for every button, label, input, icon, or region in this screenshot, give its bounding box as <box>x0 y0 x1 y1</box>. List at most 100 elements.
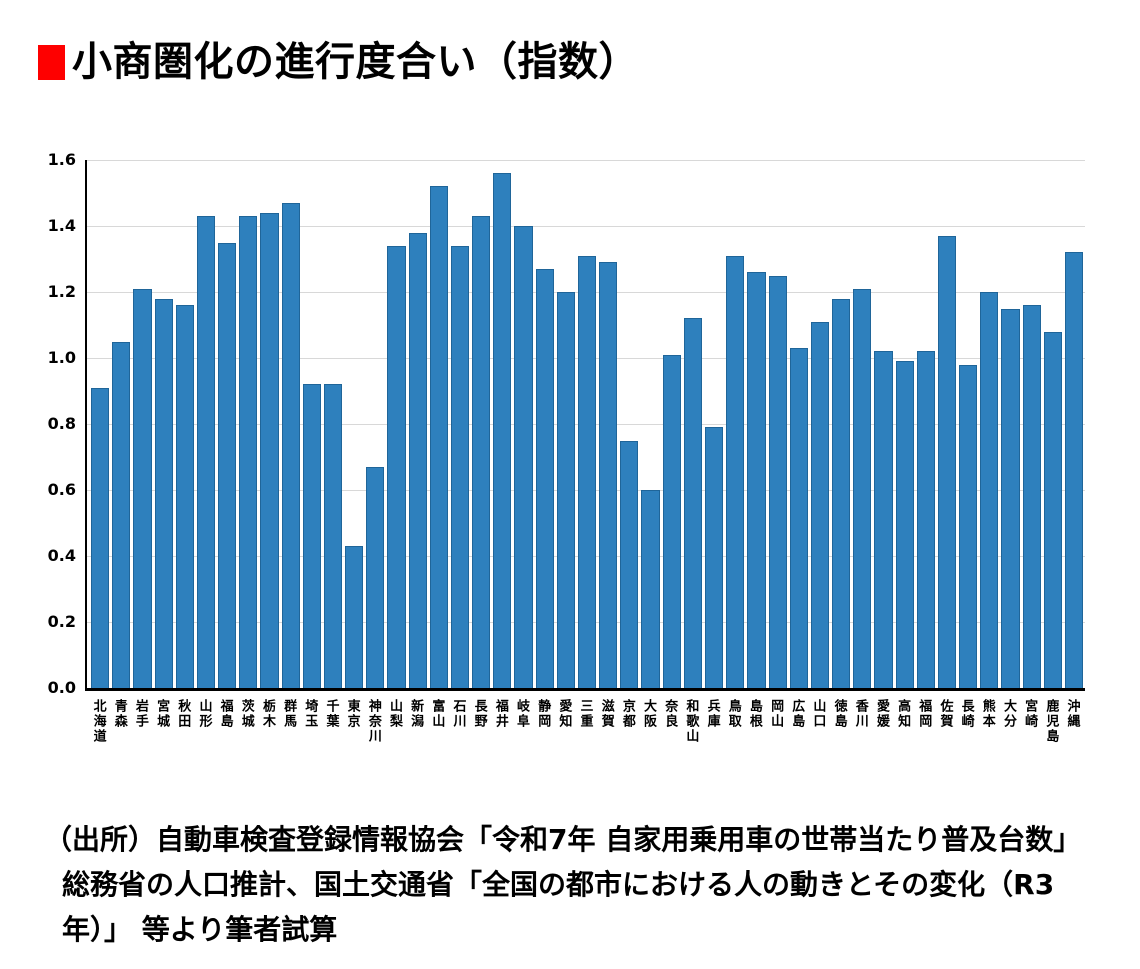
bar-愛知 <box>556 292 575 688</box>
bar-兵庫 <box>704 427 724 688</box>
bar-茨城 <box>239 216 258 688</box>
x-tick-slot: 福島 <box>216 699 234 744</box>
bar-奈良 <box>662 354 681 688</box>
x-tick-label: 千葉 <box>323 699 339 729</box>
bar-愛媛 <box>874 351 893 688</box>
x-tick-slot: 栃木 <box>258 699 276 744</box>
x-tick-label: 福岡 <box>916 699 932 729</box>
x-tick-label: 兵庫 <box>704 699 720 729</box>
bar-東京 <box>345 546 364 688</box>
x-tick-label: 新潟 <box>408 699 424 729</box>
bar-山口 <box>810 321 830 688</box>
x-tick-label: 宮城 <box>154 699 170 729</box>
bar-富山 <box>429 186 448 688</box>
y-tick-label: 0.6 <box>47 480 76 499</box>
x-tick-slot: 熊本 <box>978 699 996 744</box>
x-tick-label: 福井 <box>492 699 508 729</box>
bar-佐賀 <box>937 235 957 688</box>
x-tick-slot: 鳥取 <box>724 699 742 744</box>
x-tick-slot: 岩手 <box>131 699 149 744</box>
gridline <box>87 226 1085 227</box>
y-tick-label: 0.8 <box>47 414 76 433</box>
bar-長野 <box>472 216 491 688</box>
x-tick-slot: 高知 <box>894 699 912 744</box>
bar-神奈川 <box>366 466 385 688</box>
x-tick-label: 鹿児島 <box>1043 699 1059 744</box>
x-tick-slot: 奈良 <box>661 699 679 744</box>
x-tick-label: 愛媛 <box>873 699 889 729</box>
bar-鳥取 <box>726 255 745 688</box>
x-tick-slot: 兵庫 <box>703 699 721 744</box>
x-tick-slot: 三重 <box>576 699 594 744</box>
y-tick-label: 0.0 <box>47 678 76 697</box>
x-tick-slot: 茨城 <box>237 699 255 744</box>
bar-福井 <box>493 173 512 688</box>
x-tick-label: 岩手 <box>132 699 148 729</box>
y-tick-label: 0.4 <box>47 546 76 565</box>
x-tick-label: 長野 <box>471 699 487 729</box>
x-tick-slot: 埼玉 <box>301 699 319 744</box>
x-tick-slot: 石川 <box>449 699 467 744</box>
x-tick-label: 静岡 <box>535 699 551 729</box>
source-line: 年）」 等より筆者試算 <box>62 913 338 946</box>
x-tick-label: 高知 <box>895 699 911 729</box>
bar-栃木 <box>260 212 279 688</box>
x-tick-label: 福島 <box>217 699 233 729</box>
x-tick-slot: 滋賀 <box>597 699 615 744</box>
x-tick-slot: 山形 <box>195 699 213 744</box>
x-tick-slot: 和歌山 <box>682 699 700 744</box>
x-tick-label: 神奈川 <box>365 699 381 744</box>
x-tick-label: 大阪 <box>641 699 657 729</box>
y-tick-label: 1.4 <box>47 216 76 235</box>
x-tick-slot: 京都 <box>618 699 636 744</box>
x-tick-label: 熊本 <box>979 699 995 729</box>
x-tick-label: 岡山 <box>768 699 784 729</box>
x-tick-slot: 福岡 <box>915 699 933 744</box>
x-tick-label: 鳥取 <box>725 699 741 729</box>
bar-滋賀 <box>599 262 618 688</box>
x-tick-label: 宮崎 <box>1022 699 1038 729</box>
y-tick-label: 1.0 <box>47 348 76 367</box>
bar-石川 <box>450 245 470 688</box>
source-line: （出所）自動車検査登録情報協会「令和7年 自家用乗用車の世帯当たり普及台数」 <box>44 823 1082 856</box>
x-tick-label: 香川 <box>852 699 868 729</box>
y-axis-labels: 0.0 0.2 0.4 0.6 0.8 1.0 1.2 1.4 1.6 <box>0 152 76 696</box>
bar-北海道 <box>91 387 110 688</box>
bar-沖縄 <box>1064 252 1084 688</box>
bar-大分 <box>1001 308 1020 688</box>
bar-長崎 <box>959 364 978 688</box>
bar-群馬 <box>281 202 300 688</box>
plot-area <box>85 160 1085 691</box>
x-tick-label: 秋田 <box>175 699 191 729</box>
bar-岡山 <box>768 275 787 688</box>
x-tick-label: 埼玉 <box>302 699 318 729</box>
page-title: 小商圏化の進行度合い（指数） <box>72 39 639 85</box>
x-tick-slot: 群馬 <box>280 699 298 744</box>
x-tick-slot: 愛知 <box>555 699 573 744</box>
bar-徳島 <box>832 298 851 688</box>
x-tick-slot: 神奈川 <box>364 699 382 744</box>
bar-宮崎 <box>1022 305 1041 688</box>
x-tick-label: 茨城 <box>238 699 254 729</box>
bar-静岡 <box>535 268 554 688</box>
bar-大阪 <box>641 490 660 688</box>
x-tick-slot: 東京 <box>343 699 361 744</box>
x-tick-slot: 大分 <box>999 699 1017 744</box>
x-tick-label: 滋賀 <box>598 699 614 729</box>
x-tick-label: 佐賀 <box>937 699 953 729</box>
source-line: 総務省の人口推計、国土交通省「全国の都市における人の動きとその変化（R3 <box>62 868 1055 901</box>
bar-京都 <box>620 440 639 688</box>
x-tick-label: 奈良 <box>662 699 678 729</box>
y-tick-label: 1.6 <box>47 150 76 169</box>
bar-香川 <box>853 288 872 688</box>
x-tick-slot: 岡山 <box>767 699 785 744</box>
x-tick-slot: 山梨 <box>385 699 403 744</box>
x-tick-label: 沖縄 <box>1064 699 1080 729</box>
bar-山梨 <box>387 245 406 688</box>
x-tick-slot: 佐賀 <box>936 699 954 744</box>
x-tick-label: 和歌山 <box>683 699 699 744</box>
x-tick-label: 東京 <box>344 699 360 729</box>
x-tick-slot: 千葉 <box>322 699 340 744</box>
x-tick-label: 山口 <box>810 699 826 729</box>
